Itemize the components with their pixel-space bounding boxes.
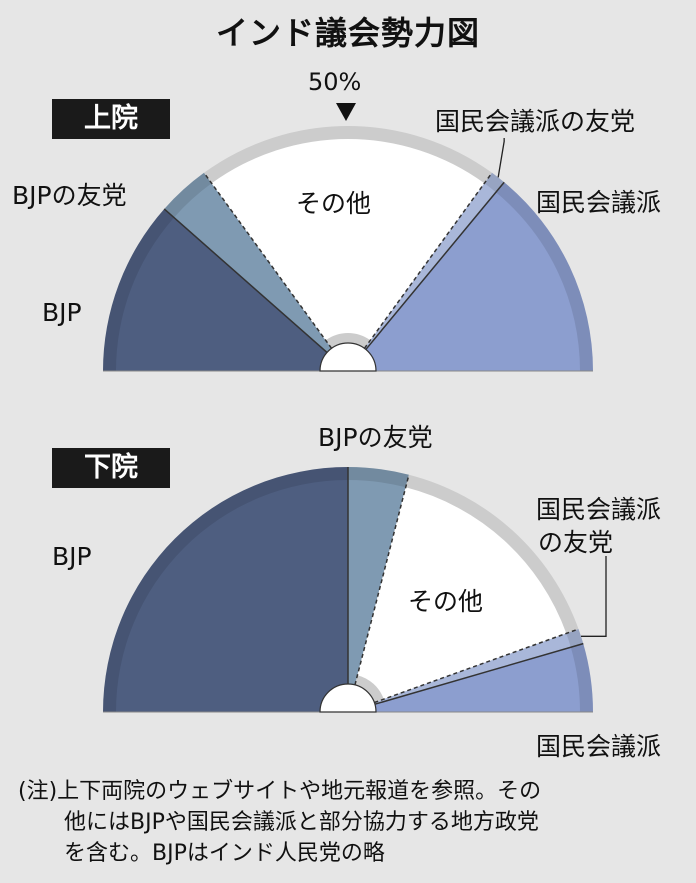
upper-inc-ally-label: 国民会議派の友党 [435,107,636,136]
upper-bjp-segment [103,208,327,371]
lower-house-badge: 下院 [52,448,170,488]
lower-inc-ally-label-line1: 国民会議派 [536,495,662,524]
lower-boundary-line [354,474,410,686]
lower-boundary-line [374,642,584,705]
lower-bjp-ally-label: BJPの友党 [318,423,433,452]
lower-inc-ally-leader-line [581,556,607,637]
figure-title: インド議会勢力図 [215,14,480,52]
lower-inc-ally-segment [374,629,584,705]
upper-bjp-rim [103,208,174,371]
lower-house-chart [103,467,593,713]
footnote: (注)上下両院のウェブサイトや地元報道を参照。その 他にはBJPや国民会議派と部… [18,776,688,869]
upper-other-label: その他 [296,189,372,218]
lower-other-label: その他 [408,587,484,616]
lower-bjp-ally-rim [348,467,409,488]
lower-other-inner [357,487,567,700]
footnote-line-2: 他にはBJPや国民会議派と部分協力する地方政党 [64,810,539,835]
lower-bjp-ally-segment [348,467,409,685]
upper-bjp-ally-rim [164,172,212,218]
upper-other-inner [211,139,485,341]
upper-inc-label: 国民会議派 [536,188,662,217]
upper-inc-ally-segment [364,172,505,350]
upper-inc-ally-leader-line [497,138,505,178]
fifty-percent-label: 50% [308,68,362,96]
lower-bjp-label: BJP [52,542,92,571]
lower-inc-ally-rim [566,629,584,648]
upper-house-badge: 上院 [52,99,170,139]
lower-center-hole [319,683,377,713]
upper-bjp-ally-label: BJPの友党 [12,181,127,210]
lower-inc-segment [374,643,593,712]
upper-boundary-line [363,172,493,349]
fifty-percent-marker-icon [336,103,356,121]
upper-inc-rim [495,182,593,371]
upper-house-chart [103,126,593,372]
lower-bjp-segment [103,467,348,712]
leader-lines [336,103,607,637]
lower-inc-rim [570,643,593,712]
upper-center-hole [319,342,377,372]
upper-bjp-ally-segment [164,172,332,353]
footnote-line-1: (注)上下両院のウェブサイトや地元報道を参照。その [18,779,542,804]
upper-boundary-line [163,208,328,354]
lower-inc-label: 国民会議派 [536,732,662,761]
lower-inc-ally-label-line2: の友党 [538,528,614,557]
upper-bjp-label: BJP [42,298,82,327]
footnote-line-3: を含む。BJPはインド人民党の略 [64,841,385,866]
upper-boundary-line [365,181,505,350]
upper-inc-segment [365,182,593,371]
lower-boundary-line [374,628,579,704]
upper-boundary-line [203,172,333,349]
